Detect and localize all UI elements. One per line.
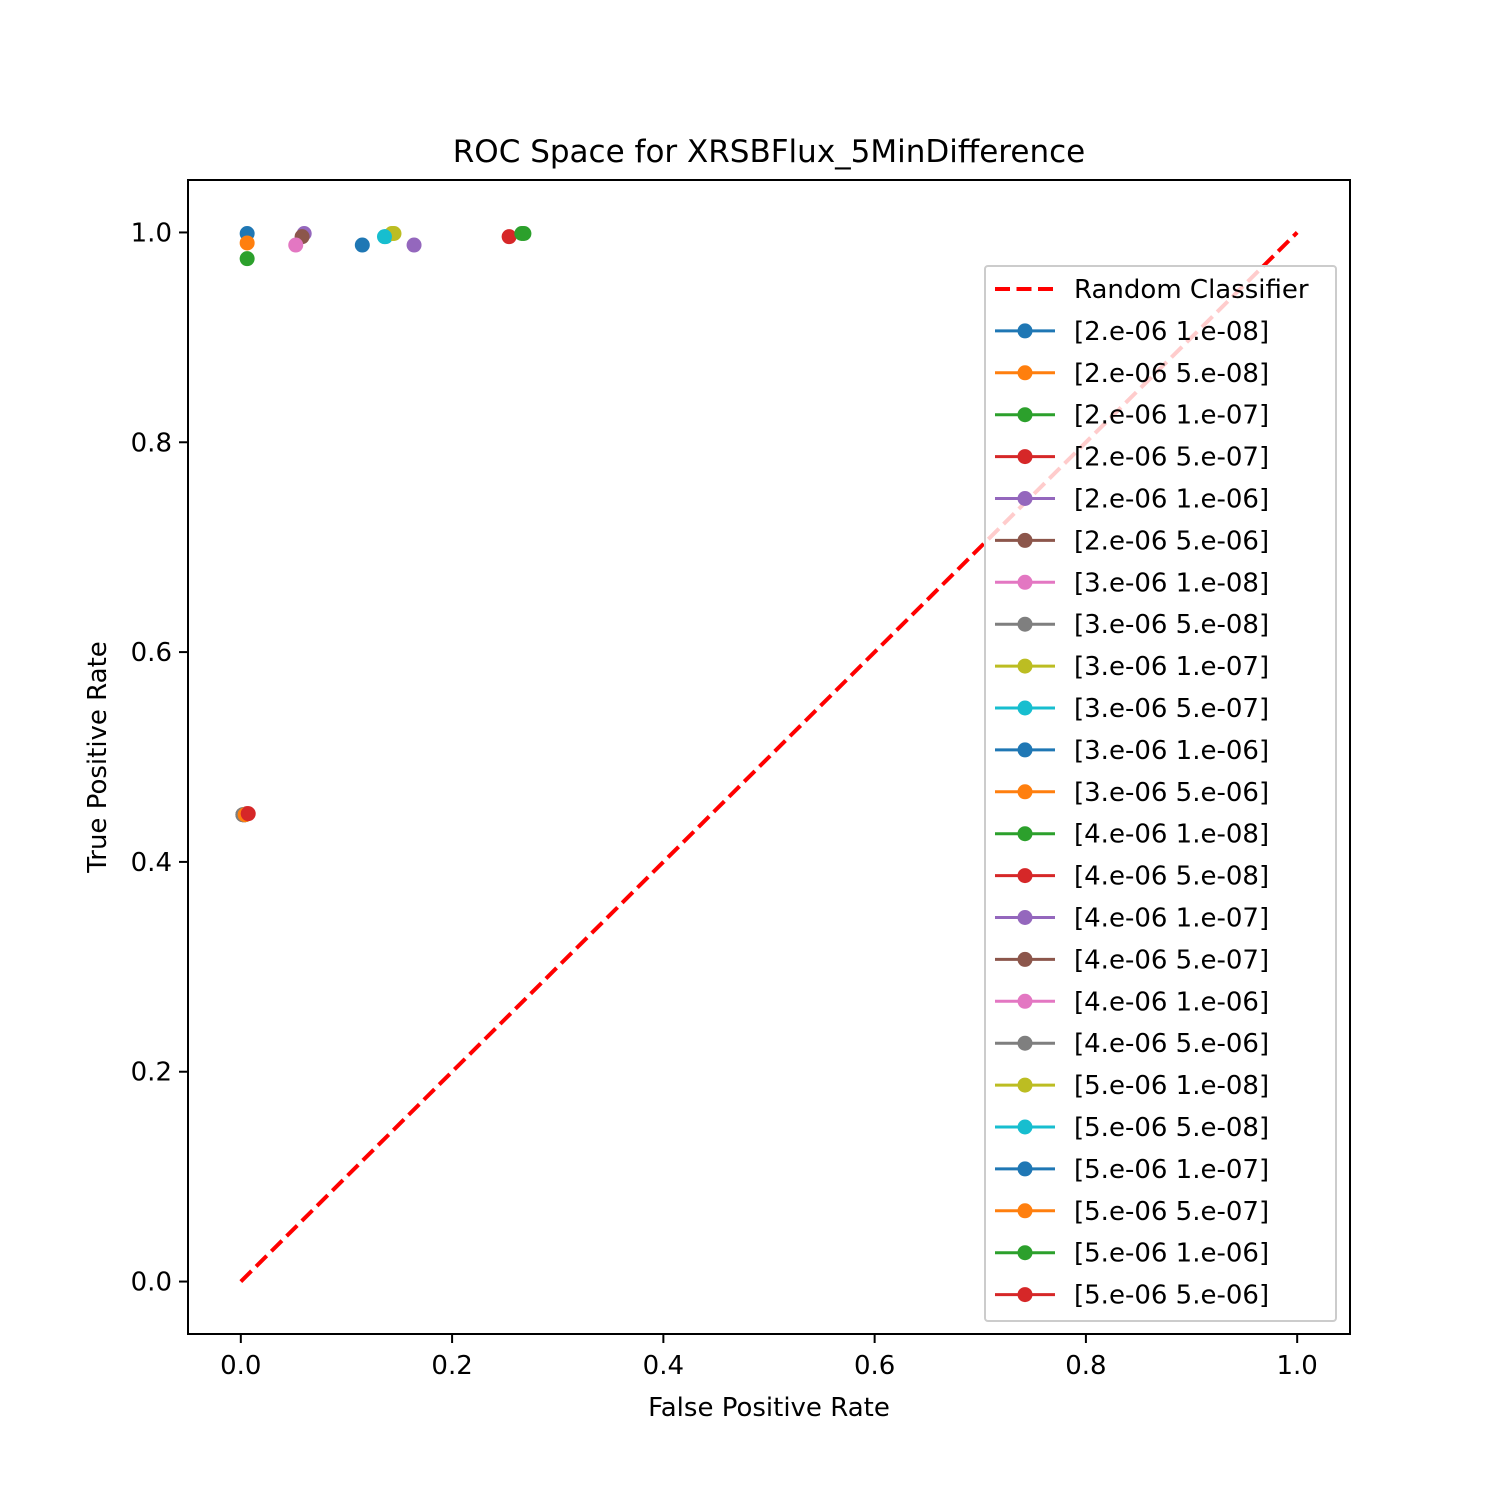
legend-handle-marker (1017, 1161, 1033, 1177)
legend-handle-marker (1017, 532, 1033, 548)
chart-title: ROC Space for XRSBFlux_5MinDifference (453, 134, 1085, 170)
legend-handle-marker (1017, 784, 1033, 800)
y-tick-label: 0.0 (131, 1268, 172, 1298)
legend-handle-marker (1017, 700, 1033, 716)
data-point (406, 237, 422, 253)
x-tick-label: 0.4 (643, 1351, 684, 1381)
legend-handle-marker (1017, 1287, 1033, 1303)
legend-handle-marker (1017, 993, 1033, 1009)
legend-handle-marker (1017, 449, 1033, 465)
legend-handle-marker (1017, 951, 1033, 967)
legend-handle-marker (1017, 868, 1033, 884)
legend-label: [5.e-06 5.e-08] (1074, 1113, 1269, 1143)
legend-label: [5.e-06 5.e-07] (1074, 1197, 1269, 1227)
legend-label: [4.e-06 5.e-07] (1074, 945, 1269, 975)
legend-label: [3.e-06 5.e-08] (1074, 610, 1269, 640)
legend-handle-marker (1017, 826, 1033, 842)
y-tick-label: 0.4 (131, 848, 172, 878)
legend-box (984, 265, 1337, 1322)
data-point (376, 229, 392, 245)
plot-area (235, 226, 1299, 1283)
random-classifier-line (239, 231, 1299, 1283)
y-axis-label: True Positive Rate (83, 641, 113, 874)
data-point (514, 226, 530, 242)
legend-handle-marker (1017, 1035, 1033, 1051)
legend-label: [4.e-06 5.e-08] (1074, 862, 1269, 892)
data-point (239, 235, 255, 251)
legend-label: [4.e-06 5.e-06] (1074, 1029, 1269, 1059)
y-tick-label: 1.0 (131, 218, 172, 248)
legend-handle-marker (1017, 1119, 1033, 1135)
y-tick-label: 0.2 (131, 1058, 172, 1088)
y-tick-label: 0.6 (131, 638, 172, 668)
legend-handle-marker (1017, 616, 1033, 632)
legend-label: [2.e-06 1.e-08] (1074, 317, 1269, 347)
legend-label: [2.e-06 5.e-07] (1074, 443, 1269, 473)
data-point (240, 806, 256, 822)
legend-label: [2.e-06 5.e-06] (1074, 526, 1269, 556)
y-tick-label: 0.8 (131, 428, 172, 458)
legend-handle-marker (1017, 323, 1033, 339)
legend: Random Classifier [2.e-06 1.e-08] [2.e-06 … (984, 265, 1337, 1322)
axis-ticks: 0.0 0.2 0.4 0.6 0.8 1.0 0.0 0.2 0.4 0.6 0.8 1.0 (131, 218, 1318, 1381)
x-tick-label: 0.0 (220, 1351, 261, 1381)
legend-handle-marker (1017, 365, 1033, 381)
legend-handle-marker (1017, 910, 1033, 925)
legend-handle-marker (1017, 742, 1033, 758)
legend-label: [4.e-06 1.e-08] (1074, 820, 1269, 850)
data-point (288, 237, 304, 253)
data-point (354, 237, 370, 253)
legend-label: [2.e-06 5.e-08] (1074, 359, 1269, 389)
legend-label: [3.e-06 5.e-07] (1074, 694, 1269, 724)
x-axis-label: False Positive Rate (648, 1393, 890, 1423)
legend-label: [4.e-06 1.e-06] (1074, 987, 1269, 1017)
legend-label: [2.e-06 1.e-06] (1074, 485, 1269, 515)
legend-handle-marker (1017, 658, 1033, 674)
legend-label: Random Classifier (1074, 275, 1309, 305)
legend-handle-marker (1017, 1077, 1033, 1093)
legend-handle-marker (1017, 1245, 1033, 1261)
x-tick-label: 0.6 (854, 1351, 895, 1381)
legend-handle-marker (1017, 407, 1033, 423)
legend-label: [5.e-06 1.e-08] (1074, 1071, 1269, 1101)
legend-handle-marker (1017, 491, 1033, 506)
legend-label: [3.e-06 1.e-07] (1074, 652, 1269, 682)
legend-label: [3.e-06 1.e-08] (1074, 568, 1269, 598)
legend-label: [5.e-06 1.e-07] (1074, 1155, 1269, 1185)
legend-label: [3.e-06 5.e-06] (1074, 778, 1269, 808)
legend-handle-marker (1017, 1203, 1033, 1219)
legend-handle-marker (1017, 574, 1033, 590)
x-tick-label: 1.0 (1277, 1351, 1318, 1381)
legend-label: [5.e-06 1.e-06] (1074, 1239, 1269, 1269)
x-tick-label: 0.8 (1065, 1351, 1106, 1381)
axes-frame (187, 179, 1351, 1335)
x-tick-label: 0.2 (431, 1351, 472, 1381)
legend-label: [2.e-06 1.e-07] (1074, 401, 1269, 431)
legend-label: [4.e-06 1.e-07] (1074, 904, 1269, 934)
data-point (501, 229, 517, 245)
data-point (239, 251, 255, 267)
legend-label: [5.e-06 5.e-06] (1074, 1281, 1269, 1311)
legend-label: [3.e-06 1.e-06] (1074, 736, 1269, 766)
